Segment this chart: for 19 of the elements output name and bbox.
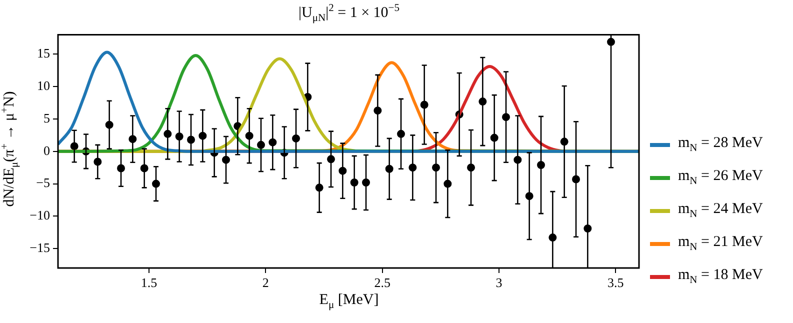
y-tick-label: 15 <box>37 46 50 61</box>
y-tick-label: 5 <box>44 110 50 126</box>
x-tick-label: 1.5 <box>140 275 158 290</box>
legend-label: m$_{N}$ = 18 MeV <box>678 267 763 286</box>
y-tick-label: −5 <box>36 175 50 190</box>
chart-title: |U$_{μN}$|$^{2}$ = 1 × 10$^{−5}$ <box>298 3 400 24</box>
y-tick-label: −15 <box>30 240 50 255</box>
legend-label: m$_{N}$ = 24 MeV <box>678 201 763 220</box>
x-tick-label: 3.5 <box>608 275 624 290</box>
legend-label: m$_{N}$ = 26 MeV <box>678 168 763 187</box>
y-tick-label: 0 <box>44 142 50 158</box>
legend-label: m$_{N}$ = 28 MeV <box>678 135 763 154</box>
x-axis-title: E$_{μ}$ [MeV] <box>319 292 379 311</box>
y-tick-label: 10 <box>37 78 50 94</box>
x-tick-label: 2.5 <box>374 275 390 290</box>
legend-label: m$_{N}$ = 21 MeV <box>678 234 763 253</box>
x-tick-label: 2 <box>262 275 269 290</box>
y-tick-label: −10 <box>30 208 50 223</box>
x-tick-label: 3 <box>496 275 502 290</box>
